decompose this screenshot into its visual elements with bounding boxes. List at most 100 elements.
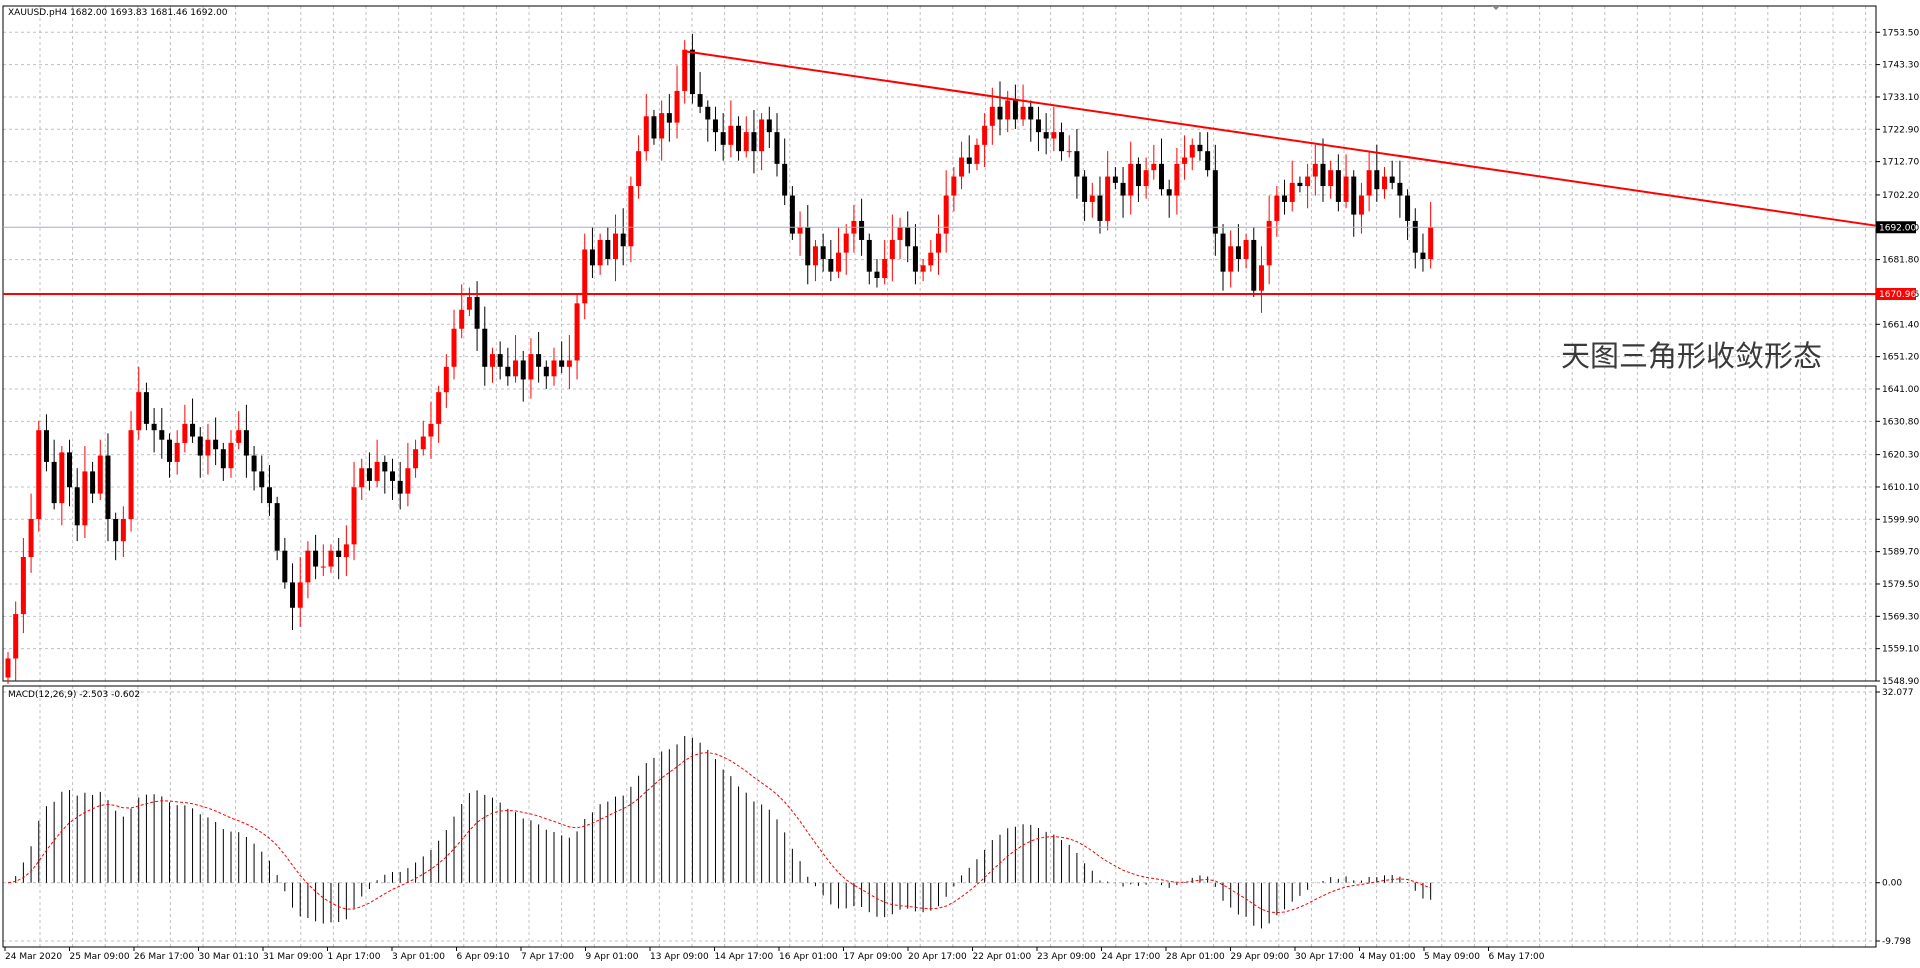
x-tick-label: 4 May 01:00 [1360, 952, 1416, 962]
candle-body [797, 227, 803, 234]
candle-body [220, 449, 226, 469]
candle-body [743, 132, 749, 152]
y-tick-label: 1569.30 [1882, 612, 1919, 622]
candle-body [482, 328, 488, 367]
candle-body [759, 119, 765, 152]
candle-body [1143, 170, 1149, 187]
price-frame [2, 5, 1877, 682]
candle-body [1059, 132, 1065, 152]
candle-body [13, 614, 19, 659]
candle-body [1274, 195, 1280, 221]
candle-body [197, 436, 203, 456]
candle-body [589, 249, 595, 266]
candle-body [820, 246, 826, 259]
y-tick-label: 1753.50 [1882, 28, 1919, 38]
y-tick-label: 1589.70 [1882, 548, 1919, 558]
x-tick-label: 30 Apr 17:00 [1295, 952, 1354, 962]
candle-body [97, 455, 103, 494]
x-tick-label: 28 Apr 01:00 [1166, 952, 1225, 962]
support-price-label: 1670.96 [1879, 290, 1916, 300]
candle-body [974, 144, 980, 164]
candle-body [1297, 182, 1303, 187]
candle-body [105, 455, 111, 519]
candle-body [1220, 233, 1226, 272]
candle-body [74, 487, 80, 526]
candle-body [1174, 163, 1180, 196]
candle-body [1097, 195, 1103, 221]
candle-body [228, 442, 234, 469]
candle-body [120, 518, 126, 542]
candle-body [1012, 100, 1018, 120]
candle-body [1120, 182, 1126, 196]
candle-body [1351, 176, 1357, 215]
candle-body [559, 360, 565, 367]
candle-body [297, 582, 303, 608]
candle-body [1212, 170, 1218, 234]
candle-body [451, 328, 457, 367]
candle-body [143, 392, 149, 424]
candle-body [689, 49, 695, 95]
candle-body [43, 430, 49, 462]
candle-body [1258, 265, 1264, 291]
x-tick-label: 6 Apr 09:10 [457, 952, 510, 962]
candle-body [1305, 176, 1311, 187]
candle-body [597, 239, 603, 266]
candle-body [659, 113, 665, 139]
candle-body [543, 366, 549, 377]
candle-body [443, 366, 449, 393]
candle-body [605, 239, 611, 259]
x-tick-label: 6 May 17:00 [1489, 952, 1545, 962]
candle-body [1182, 157, 1188, 164]
candle-body [613, 233, 619, 259]
candle-body [1128, 163, 1134, 196]
y-tick-label: 1661.40 [1882, 320, 1919, 330]
x-tick-label: 13 Apr 09:00 [650, 952, 709, 962]
candle-body [636, 151, 642, 187]
candle-body [1020, 106, 1026, 120]
candle-body [935, 233, 941, 253]
candle-body [620, 233, 626, 247]
candle-body [282, 550, 288, 583]
resistance-trend-line [684, 50, 1877, 227]
candle-body [766, 119, 772, 133]
candle-body [236, 430, 242, 443]
candle-body [313, 550, 319, 567]
x-tick-label: 9 Apr 01:00 [586, 952, 639, 962]
candle-body [1328, 170, 1334, 187]
candle-body [436, 392, 442, 424]
candle-body [905, 227, 911, 247]
candle-body [859, 220, 865, 240]
candle-body [674, 90, 680, 123]
candle-body [1251, 239, 1257, 291]
candle-body [1005, 100, 1011, 120]
x-tick-label: 31 Mar 09:00 [263, 952, 323, 962]
candle-body [1205, 151, 1211, 171]
candle-body [1135, 163, 1141, 187]
candle-body [1151, 163, 1157, 171]
candle-body [351, 487, 357, 545]
candle-body [382, 461, 388, 472]
candle-body [67, 452, 73, 488]
candle-body [366, 468, 372, 481]
candle-body [20, 557, 26, 615]
candle-body [136, 392, 142, 431]
y-tick-label: 1641.00 [1882, 385, 1919, 395]
candle-body [1043, 132, 1049, 139]
candle-body [166, 439, 172, 462]
y-tick-label: 1712.70 [1882, 158, 1919, 168]
candle-body [997, 106, 1003, 120]
candle-body [1074, 151, 1080, 177]
candle-body [259, 471, 265, 488]
candle-body [5, 658, 11, 678]
current-price-label: 1692.00 [1879, 223, 1916, 233]
candle-body [420, 436, 426, 450]
candle-body [1035, 119, 1041, 133]
candle-body [1243, 239, 1249, 259]
axes: 1753.50 1743.30 1733.10 1722.90 1712.70 1702.… [4, 6, 1919, 962]
candle-body [582, 249, 588, 304]
price-plot [3, 33, 1877, 684]
chart-shift-marker [1492, 6, 1500, 10]
y-tick-label: 1630.80 [1882, 417, 1919, 427]
x-tick-label: 26 Mar 17:00 [134, 952, 194, 962]
x-tick-label: 3 Apr 01:00 [392, 952, 445, 962]
